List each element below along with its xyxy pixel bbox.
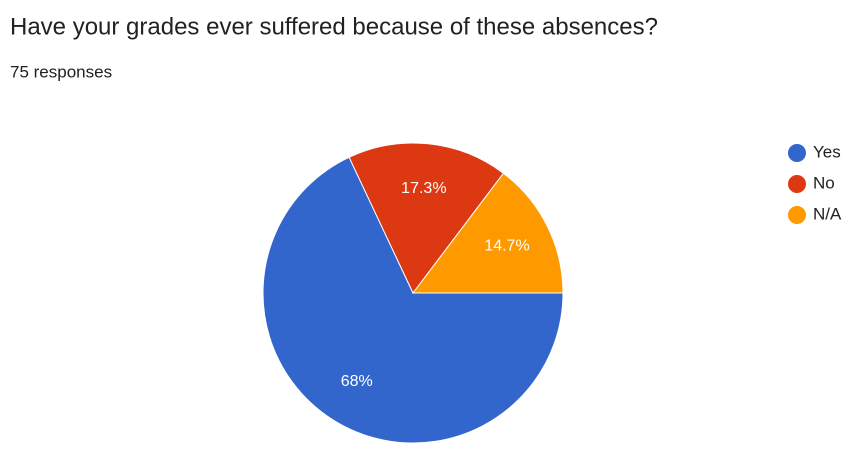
legend-label: Yes <box>813 142 841 161</box>
chart-subtitle: 75 responses <box>10 62 112 81</box>
pie-slice <box>262 156 564 444</box>
legend-swatch <box>788 144 806 162</box>
legend-swatch <box>788 175 806 193</box>
chart-title: Have your grades ever suffered because o… <box>10 13 658 40</box>
slice-label: 68% <box>341 373 373 390</box>
legend-swatch <box>788 206 806 224</box>
legend-label: No <box>813 173 835 192</box>
slice-label: 14.7% <box>484 237 529 254</box>
slice-label: 17.3% <box>401 180 446 197</box>
pie-slice <box>411 172 564 294</box>
pie-slice <box>348 142 505 294</box>
legend-label: N/A <box>813 204 842 223</box>
